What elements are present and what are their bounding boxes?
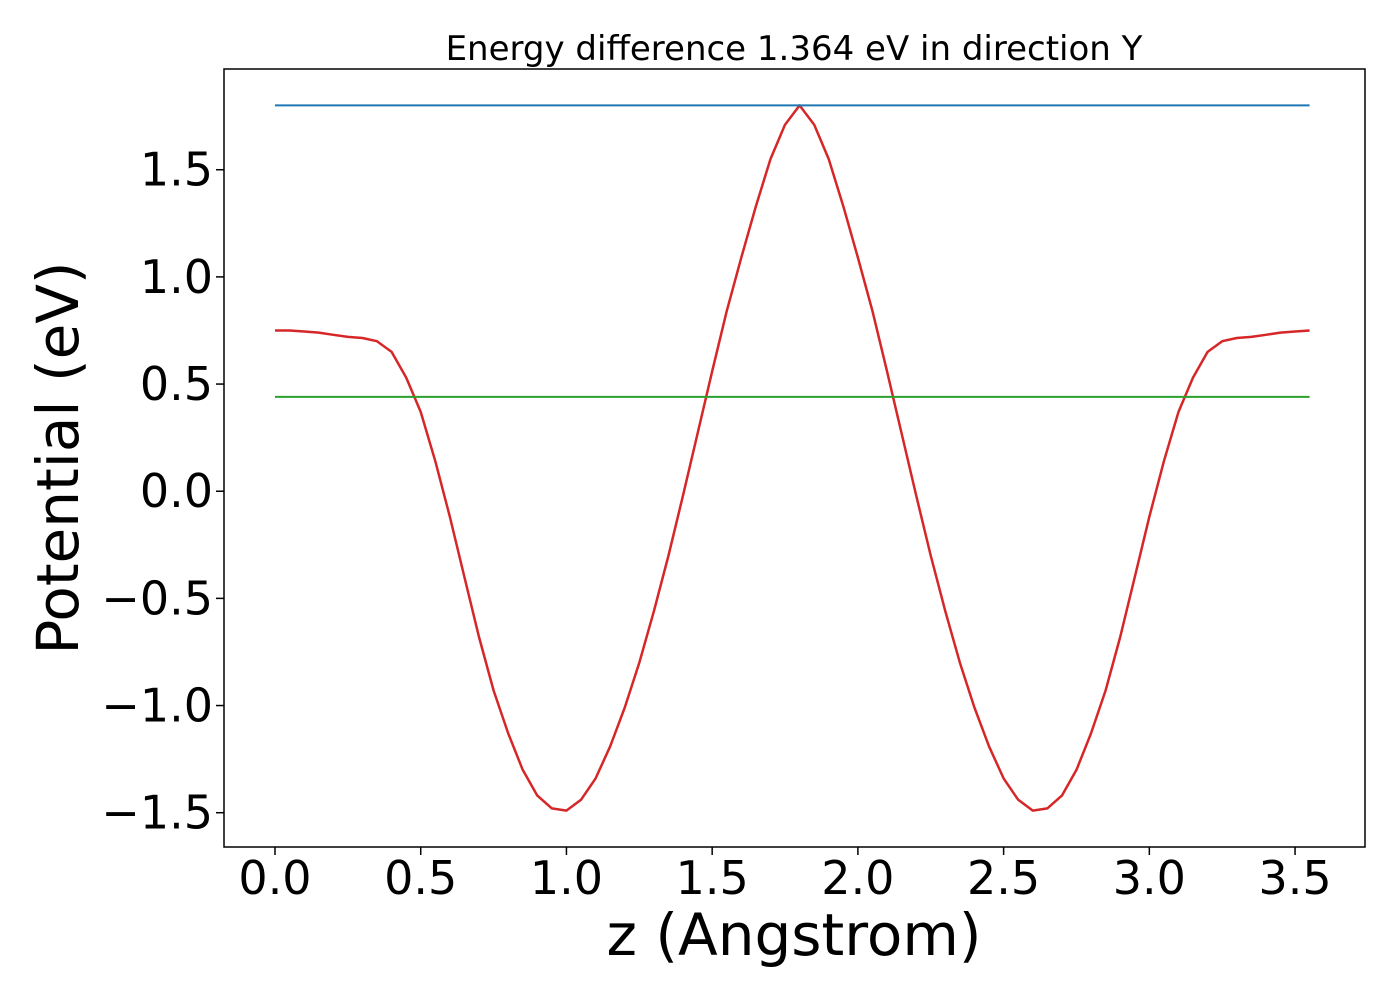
y-axis-label: Potential (eV) xyxy=(24,261,92,654)
x-axis-label: z (Angstrom) xyxy=(607,901,982,969)
x-axis: 0.0 0.5 1.0 1.5 2.0 2.5 3.0 3.5 xyxy=(238,847,1332,905)
y-tick-label: 0.0 xyxy=(140,464,213,518)
plot-frame xyxy=(223,68,1366,848)
y-tick-label: 1.0 xyxy=(140,250,213,304)
x-tick-label: 3.0 xyxy=(1113,851,1186,905)
y-tick-label: −1.0 xyxy=(101,679,213,733)
series-line-0 xyxy=(275,104,1310,812)
y-tick-label: −0.5 xyxy=(101,571,213,625)
y-tick-label: 1.5 xyxy=(140,143,213,197)
x-tick-label: 1.5 xyxy=(676,851,749,905)
y-tick-label: −1.5 xyxy=(101,786,213,840)
y-tick-label: 0.5 xyxy=(140,357,213,411)
x-tick-label: 2.0 xyxy=(821,851,894,905)
chart-title: Energy difference 1.364 eV in direction … xyxy=(446,29,1143,69)
x-tick-label: 3.5 xyxy=(1258,851,1331,905)
y-axis: 1.5 1.0 0.5 0.0 −0.5 −1.0 −1.5 xyxy=(101,143,224,840)
x-tick-label: 2.5 xyxy=(967,851,1040,905)
x-tick-label: 1.0 xyxy=(530,851,603,905)
x-tick-label: 0.5 xyxy=(384,851,457,905)
x-tick-label: 0.0 xyxy=(238,851,311,905)
series-layer xyxy=(275,104,1310,812)
